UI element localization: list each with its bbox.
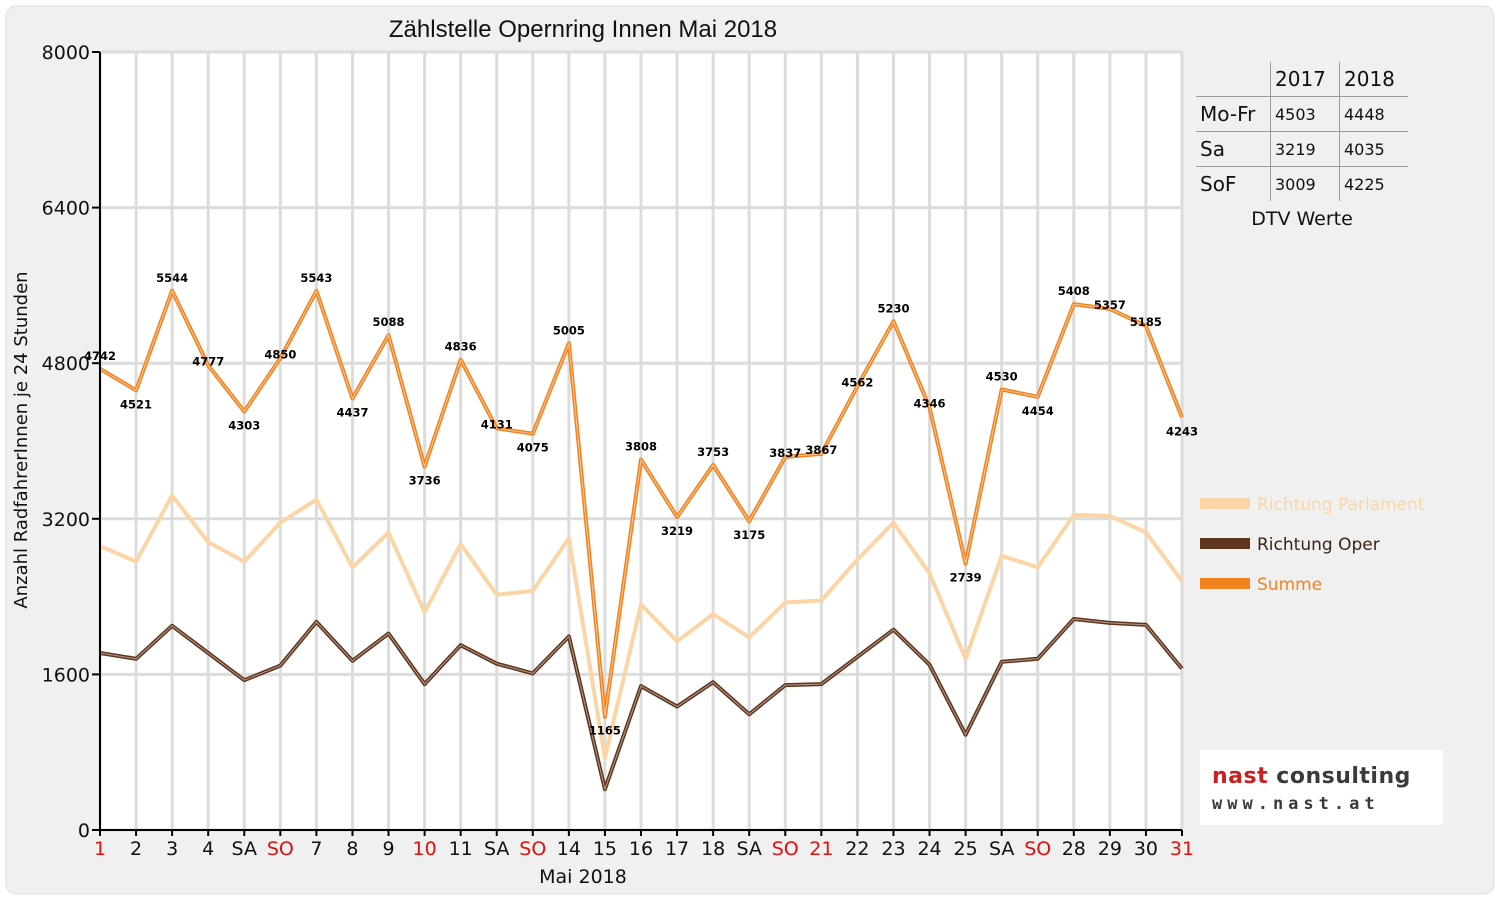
dtv-cell: 4035 — [1339, 131, 1408, 167]
x-tick-label: SO — [519, 838, 546, 860]
x-tick-label: 11 — [449, 838, 473, 860]
dtv-caption: DTV Werte — [1251, 208, 1353, 230]
dtv-cell: 4448 — [1339, 96, 1408, 132]
data-label: 5185 — [1130, 315, 1162, 329]
dtv-header-2017: 2017 — [1270, 62, 1340, 97]
data-label: 5230 — [877, 301, 909, 315]
x-tick-label: SO — [1024, 838, 1051, 860]
company-logo: nast consulting www.nast.at — [1200, 750, 1443, 825]
x-tick-label: SA — [484, 838, 509, 860]
dtv-header-2018: 2018 — [1339, 62, 1408, 97]
data-label: 2739 — [950, 571, 982, 585]
legend-entry: Richtung Parlament — [1257, 495, 1425, 515]
dtv-cell: 3009 — [1270, 166, 1340, 201]
data-label: 5088 — [373, 315, 405, 329]
x-axis-label: Mai 2018 — [539, 866, 627, 888]
x-tick-label: SA — [989, 838, 1014, 860]
x-tick-label: 25 — [954, 838, 978, 860]
x-tick-label: 3 — [166, 838, 178, 860]
data-label: 3753 — [697, 445, 729, 459]
x-tick-label: 29 — [1098, 838, 1122, 860]
data-label: 3175 — [733, 528, 765, 542]
y-tick-label: 4800 — [42, 353, 90, 375]
x-tick-label: 16 — [629, 838, 653, 860]
data-label: 3736 — [409, 474, 441, 488]
legend-swatch — [1200, 538, 1250, 549]
x-tick-label: 15 — [593, 838, 617, 860]
data-label: 3837 — [769, 446, 801, 460]
data-label: 4521 — [120, 397, 152, 411]
logo-name-part1: nast — [1212, 764, 1269, 789]
data-label: 4562 — [841, 375, 873, 389]
legend-swatch — [1200, 498, 1250, 509]
data-label: 4437 — [336, 406, 368, 420]
series-line-summe-highlight — [99, 289, 1183, 717]
y-tick-label: 1600 — [42, 664, 90, 686]
x-tick-label: 7 — [310, 838, 322, 860]
y-tick-label: 6400 — [42, 198, 90, 220]
x-tick-label: 21 — [809, 838, 833, 860]
x-tick-label: SA — [736, 838, 761, 860]
x-tick-label: 10 — [413, 838, 437, 860]
data-label: 5544 — [156, 271, 188, 285]
x-tick-label: SO — [267, 838, 294, 860]
dtv-row-label: Sa — [1200, 137, 1225, 161]
x-tick-label: 17 — [665, 838, 689, 860]
y-tick-label: 3200 — [42, 509, 90, 531]
data-label: 5005 — [553, 323, 585, 337]
x-tick-label: 23 — [881, 838, 905, 860]
x-tick-label: 4 — [202, 838, 214, 860]
x-tick-label: SA — [232, 838, 257, 860]
legend-entry: Summe — [1257, 575, 1322, 595]
data-label: 4075 — [517, 441, 549, 455]
data-label: 4850 — [264, 347, 296, 361]
series-line-richtung-oper-highlight — [99, 618, 1183, 791]
x-tick-label: 14 — [557, 838, 581, 860]
dtv-table: 2017 2018 Mo-Fr 4503 4448 Sa 3219 4035 S… — [1196, 62, 1408, 201]
x-tick-label: SO — [772, 838, 799, 860]
data-label: 4454 — [1022, 404, 1054, 418]
x-tick-label: 28 — [1062, 838, 1086, 860]
y-axis-label: Anzahl RadfahrerInnen je 24 Stunden — [11, 271, 32, 608]
data-label: 1165 — [589, 724, 621, 738]
data-label: 4303 — [228, 419, 260, 433]
x-tick-label: 24 — [917, 838, 941, 860]
dtv-cell: 4225 — [1339, 166, 1408, 201]
y-tick-label: 0 — [78, 820, 90, 842]
data-label: 5408 — [1058, 284, 1090, 298]
y-tick-label: 8000 — [42, 42, 90, 64]
data-label: 3219 — [661, 524, 693, 538]
dtv-row-label: Mo-Fr — [1200, 102, 1256, 126]
x-tick-label: 2 — [130, 838, 142, 860]
x-tick-label: 8 — [346, 838, 358, 860]
x-tick-label: 22 — [845, 838, 869, 860]
logo-name: nast consulting — [1212, 764, 1411, 789]
series-line-richtung-parlament — [99, 493, 1184, 760]
data-label: 4777 — [192, 354, 224, 368]
data-label: 4836 — [445, 340, 477, 354]
x-tick-label: 18 — [701, 838, 725, 860]
data-label: 4530 — [986, 369, 1018, 383]
logo-url: www.nast.at — [1212, 794, 1380, 814]
legend-entry: Richtung Oper — [1257, 535, 1380, 555]
data-label: 5357 — [1094, 298, 1126, 312]
dtv-cell: 3219 — [1270, 131, 1340, 167]
x-tick-label: 1 — [94, 838, 106, 860]
data-label: 3867 — [805, 443, 837, 457]
dtv-row-label: SoF — [1200, 172, 1237, 196]
data-label: 4346 — [914, 396, 946, 410]
logo-name-part2: consulting — [1276, 764, 1411, 789]
x-tick-label: 30 — [1134, 838, 1158, 860]
dtv-cell: 4503 — [1270, 96, 1340, 132]
legend-swatch — [1200, 578, 1250, 589]
chart-title: Zählstelle Opernring Innen Mai 2018 — [389, 16, 777, 43]
data-label: 3808 — [625, 440, 657, 454]
x-tick-label: 31 — [1170, 838, 1194, 860]
x-tick-label: 9 — [382, 838, 394, 860]
data-label: 5543 — [300, 271, 332, 285]
data-label: 4243 — [1166, 424, 1198, 438]
data-label: 4131 — [481, 417, 513, 431]
